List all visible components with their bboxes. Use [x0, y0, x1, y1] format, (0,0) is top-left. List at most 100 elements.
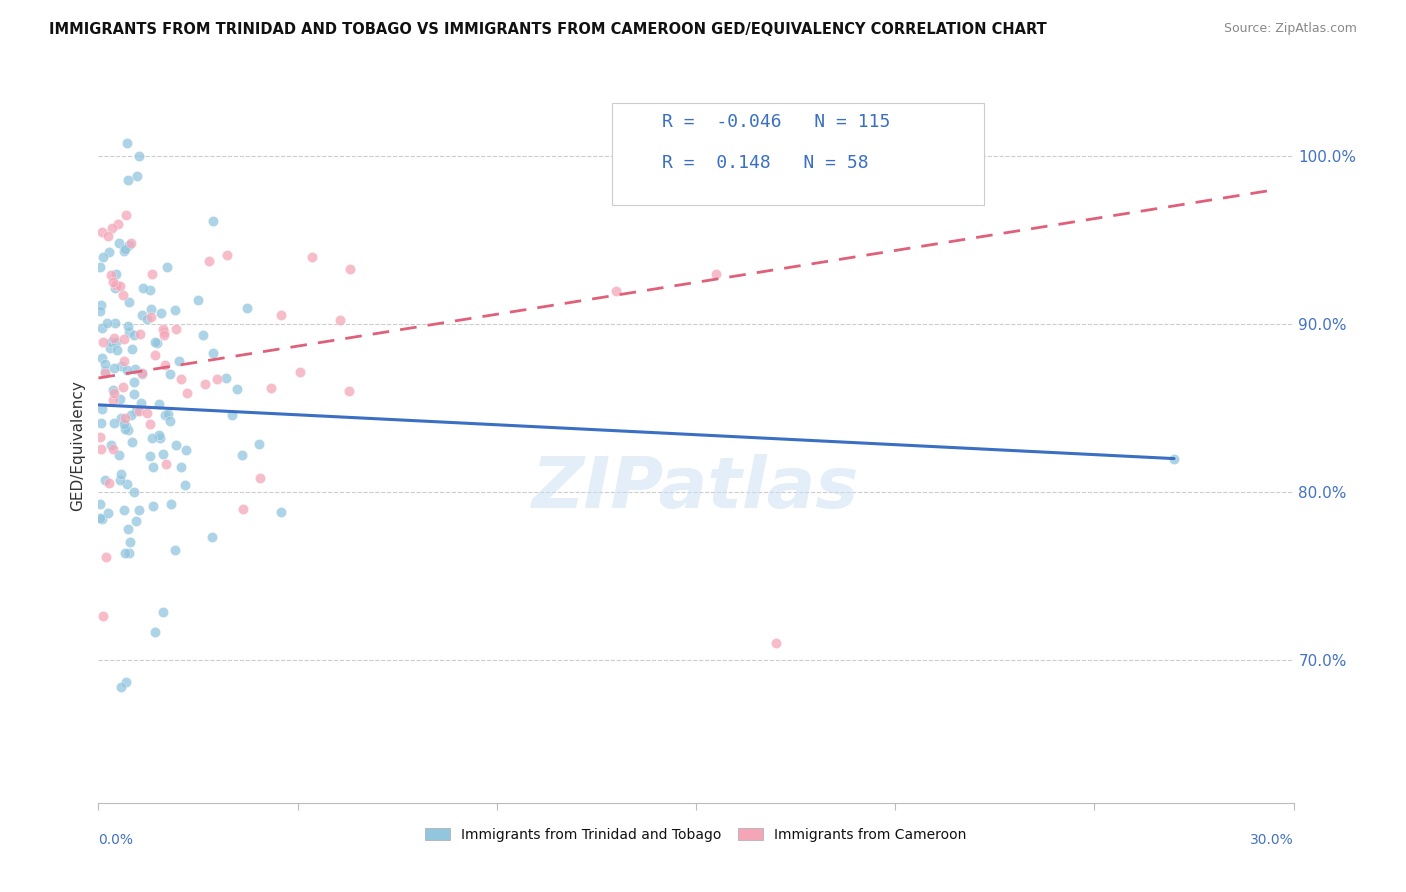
Text: R =  -0.046   N = 115: R = -0.046 N = 115: [662, 113, 890, 131]
Point: [108, 473, 131, 487]
Point: [117, 423, 139, 437]
Point: [110, 410, 132, 425]
Point: [117, 136, 139, 150]
Point: [159, 367, 181, 381]
Point: [232, 502, 254, 516]
Point: [103, 383, 125, 397]
Y-axis label: GED/Equivalency: GED/Equivalency: [70, 381, 86, 511]
Point: [103, 361, 125, 376]
Point: [108, 279, 131, 293]
Point: [91, 351, 114, 365]
Point: [176, 443, 198, 458]
Point: [152, 327, 174, 342]
Point: [104, 317, 127, 331]
Point: [110, 467, 132, 482]
Point: [121, 343, 143, 357]
Point: [90, 442, 112, 456]
Point: [100, 334, 122, 349]
Point: [114, 546, 136, 560]
Point: [143, 625, 166, 640]
Point: [202, 214, 225, 228]
Point: [226, 382, 249, 396]
Point: [110, 680, 132, 694]
Point: [114, 354, 136, 368]
Text: R =  0.148   N = 58: R = 0.148 N = 58: [662, 154, 869, 172]
Point: [89, 497, 111, 511]
Point: [108, 392, 131, 407]
Point: [105, 343, 128, 358]
Point: [90, 298, 112, 312]
Point: [89, 304, 111, 318]
Point: [94, 357, 117, 371]
Point: [118, 325, 141, 339]
Point: [91, 250, 114, 264]
Point: [236, 301, 259, 316]
Point: [155, 457, 177, 471]
Point: [141, 431, 163, 445]
Point: [120, 236, 142, 251]
Text: 0.0%: 0.0%: [98, 833, 134, 847]
Point: [112, 380, 135, 394]
Point: [136, 406, 159, 420]
Point: [765, 636, 787, 650]
Point: [135, 311, 157, 326]
Point: [139, 310, 162, 324]
Point: [94, 474, 117, 488]
Point: [108, 235, 131, 250]
Point: [114, 411, 136, 425]
Point: [165, 322, 187, 336]
Point: [112, 288, 135, 302]
Point: [339, 262, 361, 277]
Point: [149, 306, 172, 320]
Point: [152, 605, 174, 619]
Point: [167, 353, 190, 368]
Point: [97, 229, 120, 244]
Point: [120, 409, 142, 423]
Point: [131, 366, 153, 380]
Point: [153, 408, 176, 422]
Point: [170, 372, 193, 386]
Point: [1163, 451, 1185, 466]
Point: [146, 336, 169, 351]
Point: [132, 280, 155, 294]
Point: [131, 367, 153, 381]
Point: [122, 375, 145, 389]
Point: [89, 260, 111, 275]
Point: [125, 514, 148, 528]
Point: [170, 460, 193, 475]
Point: [301, 250, 323, 264]
Point: [128, 404, 150, 418]
Point: [97, 506, 120, 520]
Text: Source: ZipAtlas.com: Source: ZipAtlas.com: [1223, 22, 1357, 36]
Point: [231, 448, 253, 462]
Point: [247, 437, 270, 451]
Point: [100, 438, 122, 452]
Point: [89, 430, 111, 444]
Legend: Immigrants from Trinidad and Tobago, Immigrants from Cameroon: Immigrants from Trinidad and Tobago, Imm…: [419, 822, 973, 847]
Point: [114, 242, 136, 256]
Point: [115, 363, 138, 377]
Point: [122, 328, 145, 343]
Point: [141, 302, 163, 317]
Point: [704, 267, 727, 281]
Point: [194, 377, 217, 392]
Point: [128, 149, 150, 163]
Point: [337, 384, 360, 398]
Point: [101, 393, 124, 408]
Point: [259, 380, 281, 394]
Point: [112, 244, 135, 258]
Point: [90, 512, 112, 526]
Text: IMMIGRANTS FROM TRINIDAD AND TOBAGO VS IMMIGRANTS FROM CAMEROON GED/EQUIVALENCY : IMMIGRANTS FROM TRINIDAD AND TOBAGO VS I…: [49, 22, 1047, 37]
Point: [270, 505, 292, 519]
Point: [215, 247, 238, 261]
Point: [149, 431, 172, 445]
Point: [155, 358, 177, 372]
Point: [117, 546, 139, 560]
Point: [105, 268, 128, 282]
Point: [187, 293, 209, 307]
Point: [329, 312, 352, 326]
Point: [122, 485, 145, 500]
Point: [605, 284, 627, 298]
Text: 30.0%: 30.0%: [1250, 833, 1294, 847]
Point: [117, 318, 139, 333]
